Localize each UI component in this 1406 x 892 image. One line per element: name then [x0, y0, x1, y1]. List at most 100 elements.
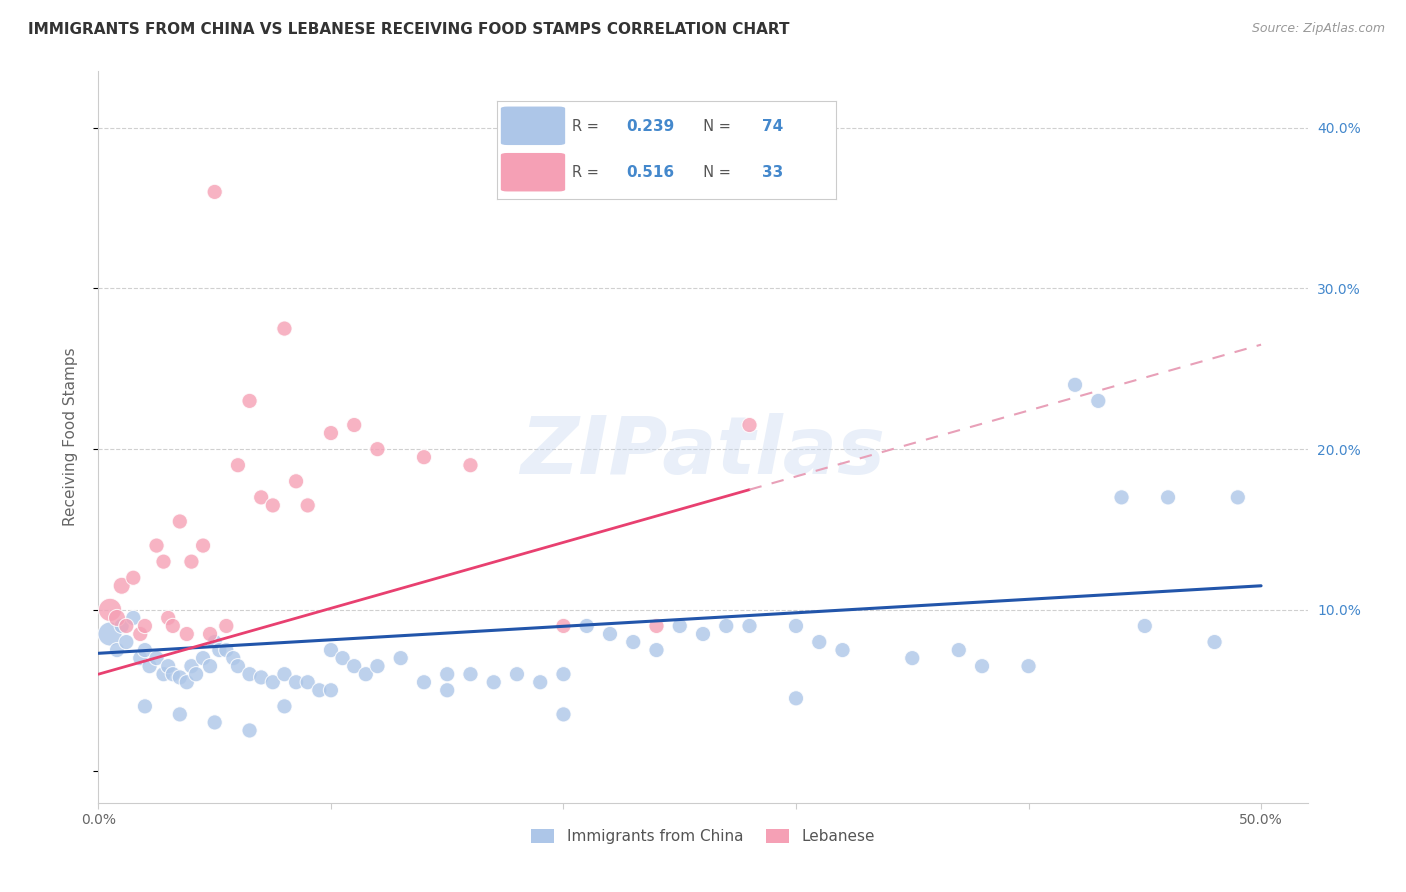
Point	[152, 555, 174, 569]
Point	[105, 611, 128, 625]
Point	[354, 667, 377, 681]
Point	[436, 683, 458, 698]
Point	[553, 619, 575, 633]
Point	[176, 627, 198, 641]
Point	[226, 458, 249, 473]
Point	[239, 393, 262, 408]
Point	[129, 651, 152, 665]
Point	[621, 635, 644, 649]
Point	[901, 651, 924, 665]
Point	[1133, 619, 1156, 633]
Point	[668, 619, 690, 633]
Point	[645, 619, 668, 633]
Text: IMMIGRANTS FROM CHINA VS LEBANESE RECEIVING FOOD STAMPS CORRELATION CHART: IMMIGRANTS FROM CHINA VS LEBANESE RECEIV…	[28, 22, 790, 37]
Point	[122, 611, 145, 625]
Point	[1087, 393, 1109, 408]
Text: ZIPatlas: ZIPatlas	[520, 413, 886, 491]
Point	[180, 659, 202, 673]
Point	[1064, 377, 1087, 392]
Point	[138, 659, 160, 673]
Point	[222, 651, 245, 665]
Point	[970, 659, 993, 673]
Point	[198, 659, 221, 673]
Point	[297, 499, 319, 513]
Point	[319, 643, 342, 657]
Point	[308, 683, 330, 698]
Point	[250, 670, 273, 684]
Point	[831, 643, 853, 657]
Point	[553, 667, 575, 681]
Point	[191, 651, 214, 665]
Point	[273, 667, 295, 681]
Point	[808, 635, 831, 649]
Point	[343, 659, 366, 673]
Point	[226, 659, 249, 673]
Point	[1226, 491, 1249, 505]
Point	[145, 651, 167, 665]
Point	[176, 675, 198, 690]
Point	[169, 670, 191, 684]
Point	[215, 619, 238, 633]
Point	[285, 675, 308, 690]
Legend: Immigrants from China, Lebanese: Immigrants from China, Lebanese	[526, 822, 880, 850]
Y-axis label: Receiving Food Stamps: Receiving Food Stamps	[63, 348, 77, 526]
Point	[319, 425, 342, 440]
Point	[1204, 635, 1226, 649]
Point	[239, 723, 262, 738]
Point	[319, 683, 342, 698]
Point	[157, 611, 180, 625]
Point	[366, 659, 388, 673]
Point	[169, 707, 191, 722]
Point	[1018, 659, 1040, 673]
Point	[134, 643, 156, 657]
Point	[208, 643, 231, 657]
Point	[262, 675, 284, 690]
Point	[482, 675, 505, 690]
Point	[129, 627, 152, 641]
Point	[273, 321, 295, 335]
Point	[204, 715, 226, 730]
Point	[343, 417, 366, 432]
Point	[145, 539, 167, 553]
Point	[645, 643, 668, 657]
Point	[191, 539, 214, 553]
Point	[98, 603, 121, 617]
Point	[98, 627, 121, 641]
Point	[506, 667, 529, 681]
Point	[134, 699, 156, 714]
Point	[262, 499, 284, 513]
Point	[599, 627, 621, 641]
Point	[948, 643, 970, 657]
Point	[111, 579, 134, 593]
Point	[575, 619, 598, 633]
Point	[111, 619, 134, 633]
Point	[180, 555, 202, 569]
Point	[122, 571, 145, 585]
Point	[157, 659, 180, 673]
Point	[162, 619, 184, 633]
Point	[389, 651, 412, 665]
Point	[692, 627, 714, 641]
Point	[553, 707, 575, 722]
Point	[285, 475, 308, 489]
Point	[239, 667, 262, 681]
Point	[413, 450, 436, 465]
Point	[134, 619, 156, 633]
Point	[436, 667, 458, 681]
Point	[332, 651, 354, 665]
Point	[184, 667, 207, 681]
Point	[460, 458, 482, 473]
Point	[115, 619, 138, 633]
Point	[105, 643, 128, 657]
Point	[169, 515, 191, 529]
Point	[215, 643, 238, 657]
Point	[204, 635, 226, 649]
Point	[529, 675, 551, 690]
Point	[1157, 491, 1180, 505]
Point	[162, 667, 184, 681]
Point	[1111, 491, 1133, 505]
Point	[198, 627, 221, 641]
Point	[115, 635, 138, 649]
Point	[738, 619, 761, 633]
Point	[366, 442, 388, 457]
